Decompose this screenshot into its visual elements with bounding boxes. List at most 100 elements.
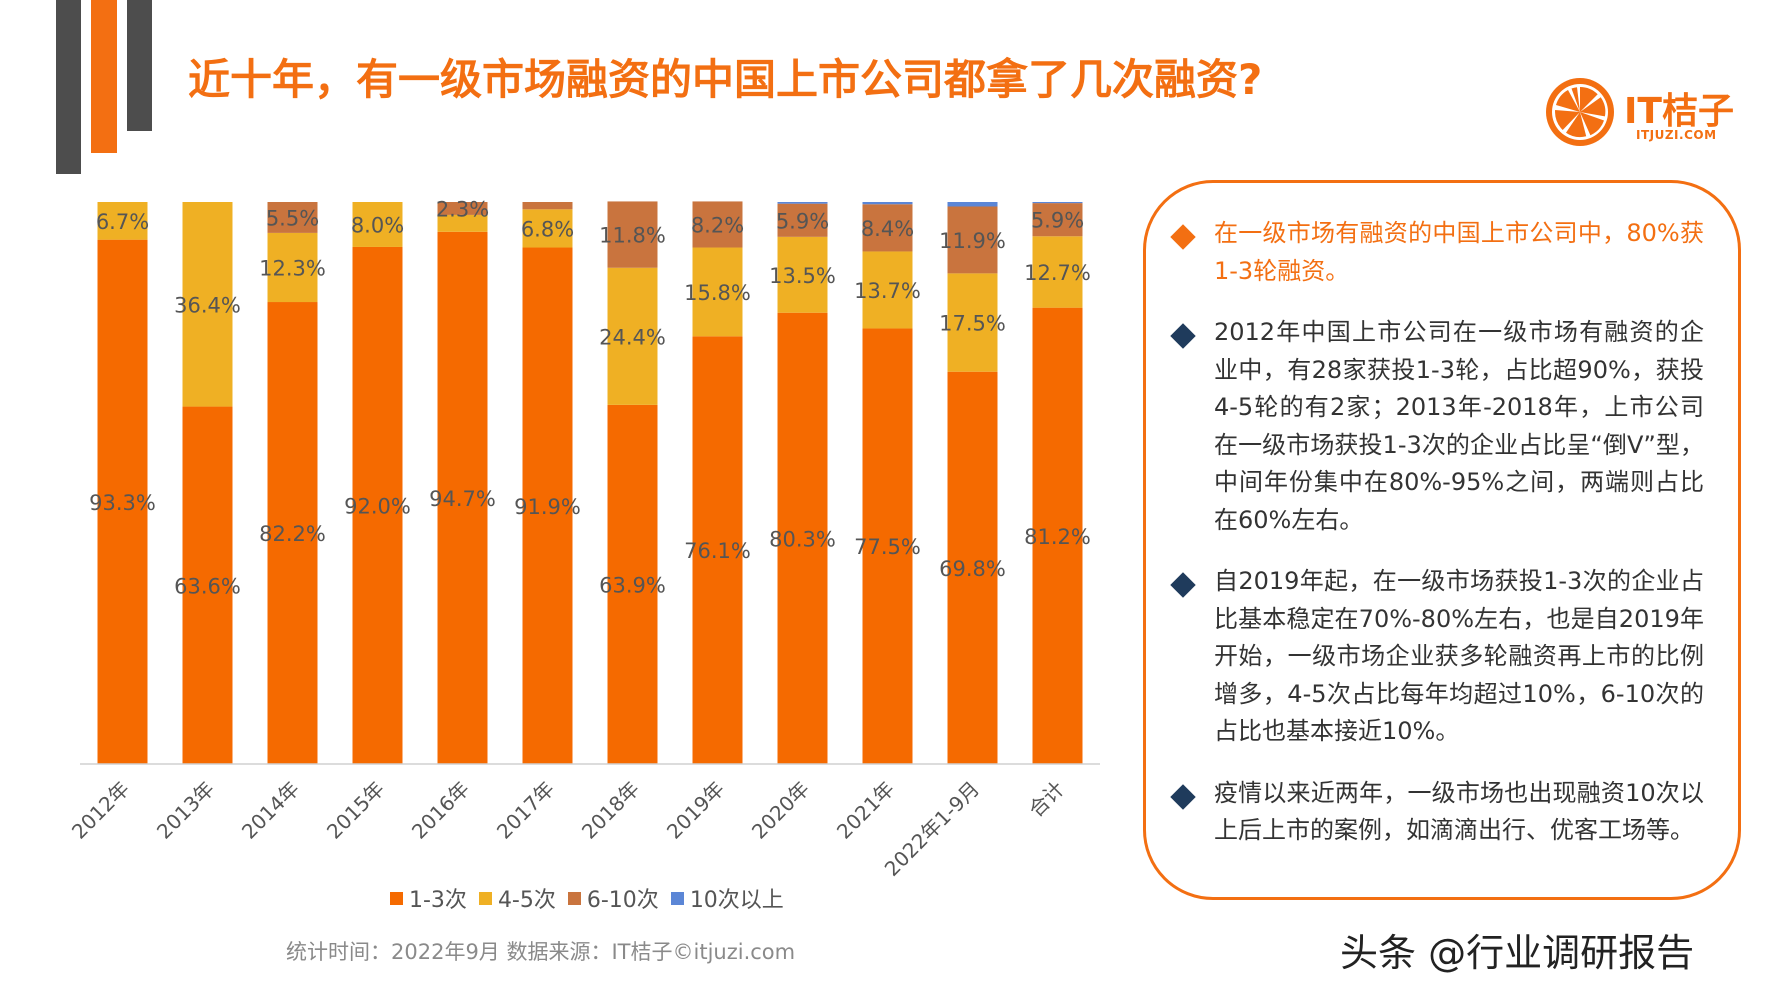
legend-item: 6-10次 (567, 882, 659, 914)
bar-segment (692, 336, 743, 764)
stacked-bar-chart: 93.3% 6.7% 2012年 63.6% 36.4% 2013年 82.2% 12.3% 5… (67, 197, 1100, 880)
bar-segment (947, 206, 998, 274)
bar-segment (862, 204, 913, 252)
diamond-icon (1170, 323, 1196, 349)
data-label: 8.0% (351, 213, 404, 237)
data-label: 12.7% (1024, 261, 1091, 285)
bar-segment (777, 202, 828, 204)
data-label: 24.4% (599, 325, 666, 349)
data-label: 76.1% (684, 539, 751, 563)
bar-segment (1032, 202, 1083, 204)
bar-segment (267, 202, 318, 233)
bar-segment (1032, 203, 1083, 237)
bar-segment (947, 202, 998, 207)
logo-domain: ITJUZI.COM (1636, 128, 1717, 142)
diamond-icon (1170, 783, 1196, 810)
data-label: 11.9% (939, 229, 1006, 253)
data-label: 13.7% (854, 279, 921, 303)
bar-segment (437, 202, 488, 215)
diamond-icon (1170, 572, 1196, 598)
x-tick-label: 2014年 (237, 777, 304, 844)
data-label: 94.7% (429, 487, 496, 511)
bar-segment (267, 232, 318, 303)
data-label: 8.4% (861, 217, 914, 241)
data-label: 63.6% (174, 574, 241, 598)
bar-segment (1032, 307, 1083, 764)
bar-segment (692, 247, 743, 337)
watermark-text: 头条 @行业调研报告 (1340, 931, 1695, 975)
x-tick-label: 2018年 (577, 777, 644, 844)
bar-segment (862, 328, 913, 764)
legend-item: 4-5次 (478, 882, 556, 914)
x-tick-label: 2021年 (832, 777, 899, 844)
bar-segment (947, 371, 998, 764)
chart-legend: 1-3次 4-5次 6-10次 10次以上 (390, 882, 784, 914)
bullet-item: 疫情以来近两年，一级市场也出现融资10次以上后上市的案例，如滴滴出行、优客工场等… (1166, 775, 1704, 850)
bullet-text: 2012年中国上市公司在一级市场有融资的企业中，有28家获投1-3轮，占比超90… (1214, 318, 1704, 534)
bar-segment (947, 273, 998, 372)
x-tick-label: 2016年 (407, 777, 474, 844)
bar-segment (182, 406, 233, 764)
x-tick-label: 2017年 (492, 777, 559, 844)
bar-segment (1032, 236, 1083, 308)
legend-item: 10次以上 (670, 882, 784, 914)
bar-segment (97, 202, 148, 240)
data-label: 5.5% (266, 206, 319, 230)
legend-label: 4-5次 (497, 888, 556, 913)
data-label: 77.5% (854, 535, 921, 559)
bullet-item: 在一级市场有融资的中国上市公司中，80%获1-3轮融资。 (1166, 215, 1704, 290)
bar-segment (97, 239, 148, 764)
data-label: 2.3% (436, 197, 489, 221)
legend-swatch (670, 891, 684, 905)
bar-segment (437, 231, 488, 764)
x-tick-label: 2012年 (67, 777, 134, 844)
legend-swatch (567, 891, 581, 905)
bar-segment (777, 203, 828, 237)
x-tick-label: 2013年 (152, 777, 219, 844)
x-tick-label: 2015年 (322, 777, 389, 844)
bullet-text: 自2019年起，在一级市场获投1-3次的企业占比基本稳定在70%-80%左右，也… (1214, 567, 1704, 745)
x-tick-label: 合计 (1024, 777, 1069, 822)
bar-segment (607, 267, 658, 405)
legend-label: 1-3次 (409, 888, 467, 913)
data-label: 92.0% (344, 494, 411, 518)
data-label: 11.8% (599, 224, 666, 248)
bar-segment (607, 404, 658, 764)
source-note: 统计时间：2022年9月 数据来源：IT桔子©itjuzi.com (286, 940, 796, 964)
data-label: 12.3% (259, 256, 326, 280)
orange-slice-icon (1546, 78, 1614, 146)
bar-segment (777, 312, 828, 764)
bar-segment (352, 202, 403, 247)
data-label: 69.8% (939, 557, 1006, 581)
bullet-item: 2012年中国上市公司在一级市场有融资的企业中，有28家获投1-3轮，占比超90… (1166, 314, 1704, 539)
logo-name: IT桔子 (1624, 91, 1734, 132)
data-label: 6.8% (521, 217, 574, 241)
bullet-item: 自2019年起，在一级市场获投1-3次的企业占比基本稳定在70%-80%左右，也… (1166, 563, 1704, 751)
bar-segment (862, 251, 913, 329)
data-label: 5.9% (776, 209, 829, 233)
bar-segment (522, 202, 573, 210)
decor-bar-1 (56, 0, 81, 174)
data-label: 36.4% (174, 293, 241, 317)
bar-segment (522, 247, 573, 765)
legend-label: 6-10次 (586, 888, 659, 913)
insights-box: 在一级市场有融资的中国上市公司中，80%获1-3轮融资。 2012年中国上市公司… (1143, 180, 1741, 900)
bar-segment (862, 202, 913, 205)
bar-segment (267, 302, 318, 764)
data-label: 63.9% (599, 573, 666, 597)
itjuzi-logo: IT桔子 ITJUZI.COM (1544, 76, 1744, 148)
bar-segment (607, 201, 658, 268)
x-tick-label: 2019年 (662, 777, 729, 844)
bullet-text: 在一级市场有融资的中国上市公司中，80%获1-3轮融资。 (1214, 219, 1704, 285)
bar-segment (522, 209, 573, 248)
page-title: 近十年，有一级市场融资的中国上市公司都拿了几次融资? (188, 55, 1263, 104)
bar-segment (692, 201, 743, 248)
decor-bar-2 (91, 0, 117, 153)
data-label: 8.2% (691, 213, 744, 237)
data-label: 6.7% (96, 210, 149, 234)
data-label: 93.3% (89, 491, 156, 515)
diamond-icon (1170, 224, 1196, 250)
bar-segment (182, 202, 233, 407)
data-label: 91.9% (514, 495, 581, 519)
legend-swatch (478, 891, 492, 905)
